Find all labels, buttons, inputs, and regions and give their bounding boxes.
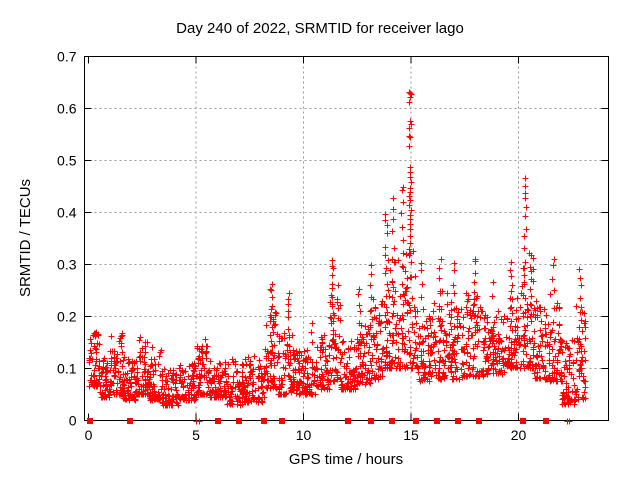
y-axis-title: SRMTID / TECUs	[17, 179, 34, 297]
x-tick-label: 0	[85, 427, 93, 443]
x-tick-label: 5	[192, 427, 200, 443]
x-tick-label: 20	[511, 427, 527, 443]
zero-square-markers	[87, 418, 549, 424]
tick-labels: 0 0.1 0.2 0.3 0.4 0.5 0.6 0.7 0 5 10 15 20	[57, 49, 526, 444]
data-points-layer	[86, 89, 589, 425]
y-tick-label: 0.2	[57, 309, 77, 325]
y-tick-label: 0.3	[57, 257, 77, 273]
y-tick-label: 0.5	[57, 153, 77, 169]
y-tick-label: 0.6	[57, 101, 77, 117]
y-tick-label: 0.7	[57, 49, 77, 65]
y-tick-label: 0.1	[57, 361, 77, 377]
x-tick-label: 15	[403, 427, 419, 443]
x-axis-title: GPS time / hours	[289, 451, 403, 468]
chart-title: Day 240 of 2022, SRMTID for receiver lag…	[176, 20, 464, 37]
y-tick-label: 0.4	[57, 205, 77, 221]
x-tick-label: 10	[296, 427, 312, 443]
scatter-plus-markers	[86, 89, 589, 425]
y-tick-label: 0	[69, 413, 77, 429]
